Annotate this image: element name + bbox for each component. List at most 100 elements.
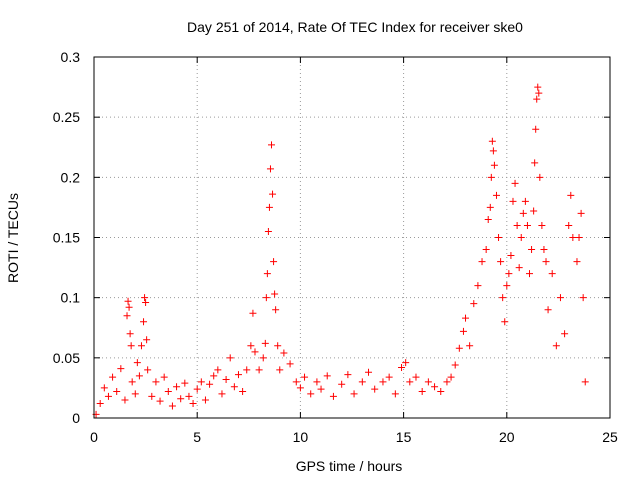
data-point bbox=[581, 378, 589, 386]
data-point bbox=[144, 366, 152, 374]
x-tick-label: 0 bbox=[90, 429, 98, 445]
data-point bbox=[164, 388, 172, 396]
data-point bbox=[556, 294, 564, 302]
data-point bbox=[536, 173, 544, 181]
data-point bbox=[482, 246, 490, 254]
data-point bbox=[579, 294, 587, 302]
data-point bbox=[406, 378, 414, 386]
data-point bbox=[313, 378, 321, 386]
data-point bbox=[104, 392, 112, 400]
data-point bbox=[495, 234, 503, 241]
data-point bbox=[247, 342, 255, 350]
data-point bbox=[125, 303, 133, 311]
data-point bbox=[531, 159, 539, 167]
y-axis-label: ROTI / TECUs bbox=[5, 193, 21, 283]
data-point bbox=[185, 392, 193, 400]
data-point bbox=[152, 378, 160, 386]
data-point bbox=[263, 270, 271, 278]
data-point bbox=[226, 354, 234, 362]
data-point bbox=[317, 385, 325, 393]
data-point bbox=[561, 330, 569, 338]
data-point bbox=[100, 384, 108, 392]
data-point bbox=[501, 318, 509, 326]
data-point bbox=[526, 270, 534, 278]
data-point bbox=[296, 384, 304, 392]
data-point bbox=[189, 400, 197, 408]
data-point bbox=[505, 270, 513, 278]
data-point bbox=[133, 359, 141, 367]
data-point bbox=[503, 282, 511, 290]
data-point bbox=[269, 190, 277, 198]
data-point bbox=[126, 330, 134, 338]
x-axis-label: GPS time / hours bbox=[296, 458, 403, 474]
data-point bbox=[338, 380, 346, 388]
data-point bbox=[127, 342, 135, 350]
data-point bbox=[424, 378, 432, 386]
data-point bbox=[542, 258, 550, 266]
data-point bbox=[143, 336, 151, 344]
data-point bbox=[234, 371, 242, 379]
data-point bbox=[466, 342, 474, 350]
data-point bbox=[266, 165, 274, 173]
data-point bbox=[264, 227, 272, 235]
data-point bbox=[307, 390, 315, 398]
data-point bbox=[398, 363, 406, 371]
data-point bbox=[486, 203, 494, 211]
data-point bbox=[575, 234, 583, 241]
data-point bbox=[261, 339, 269, 347]
data-point bbox=[567, 191, 575, 199]
data-point bbox=[140, 318, 148, 326]
data-point bbox=[492, 191, 500, 199]
data-point bbox=[437, 388, 445, 396]
data-point bbox=[301, 373, 309, 381]
y-tick-label: 0.25 bbox=[53, 109, 80, 125]
data-point bbox=[128, 378, 136, 386]
data-point bbox=[488, 137, 496, 145]
data-point bbox=[113, 388, 121, 396]
data-point bbox=[402, 359, 410, 367]
data-point bbox=[181, 379, 189, 387]
data-point bbox=[544, 306, 552, 314]
data-point bbox=[131, 390, 139, 398]
data-point bbox=[201, 396, 209, 404]
data-point bbox=[511, 179, 519, 187]
y-tick-label: 0.05 bbox=[53, 350, 80, 366]
data-point bbox=[521, 197, 529, 205]
data-point bbox=[239, 388, 247, 396]
data-point bbox=[489, 147, 497, 155]
chart-title: Day 251 of 2014, Rate Of TEC Index for r… bbox=[187, 19, 523, 35]
x-tick-label: 10 bbox=[293, 429, 309, 445]
data-point bbox=[329, 392, 337, 400]
data-point bbox=[292, 378, 300, 386]
data-point bbox=[523, 221, 531, 229]
data-point bbox=[96, 400, 104, 408]
data-point bbox=[344, 371, 352, 379]
data-point bbox=[459, 327, 467, 335]
data-point bbox=[280, 349, 288, 357]
data-point bbox=[243, 366, 251, 374]
x-axis-ticks: 0 5 10 15 20 25 bbox=[90, 57, 618, 445]
data-point bbox=[538, 221, 546, 229]
data-point bbox=[270, 258, 278, 266]
data-point bbox=[272, 306, 280, 314]
data-point bbox=[109, 373, 117, 381]
data-point bbox=[509, 197, 517, 205]
data-point bbox=[385, 373, 393, 381]
y-tick-label: 0.2 bbox=[61, 169, 81, 185]
data-point bbox=[533, 95, 541, 103]
data-point bbox=[515, 264, 523, 272]
data-point bbox=[379, 378, 387, 386]
data-point bbox=[271, 290, 279, 298]
data-point bbox=[265, 203, 273, 211]
data-point bbox=[447, 373, 455, 381]
y-tick-label: 0.3 bbox=[61, 49, 81, 65]
data-point bbox=[286, 360, 294, 368]
data-point bbox=[365, 368, 373, 376]
data-point bbox=[168, 402, 176, 410]
data-point bbox=[142, 298, 150, 306]
data-point bbox=[173, 383, 181, 391]
data-point bbox=[177, 395, 185, 403]
data-point bbox=[565, 221, 573, 229]
data-point bbox=[532, 125, 540, 133]
